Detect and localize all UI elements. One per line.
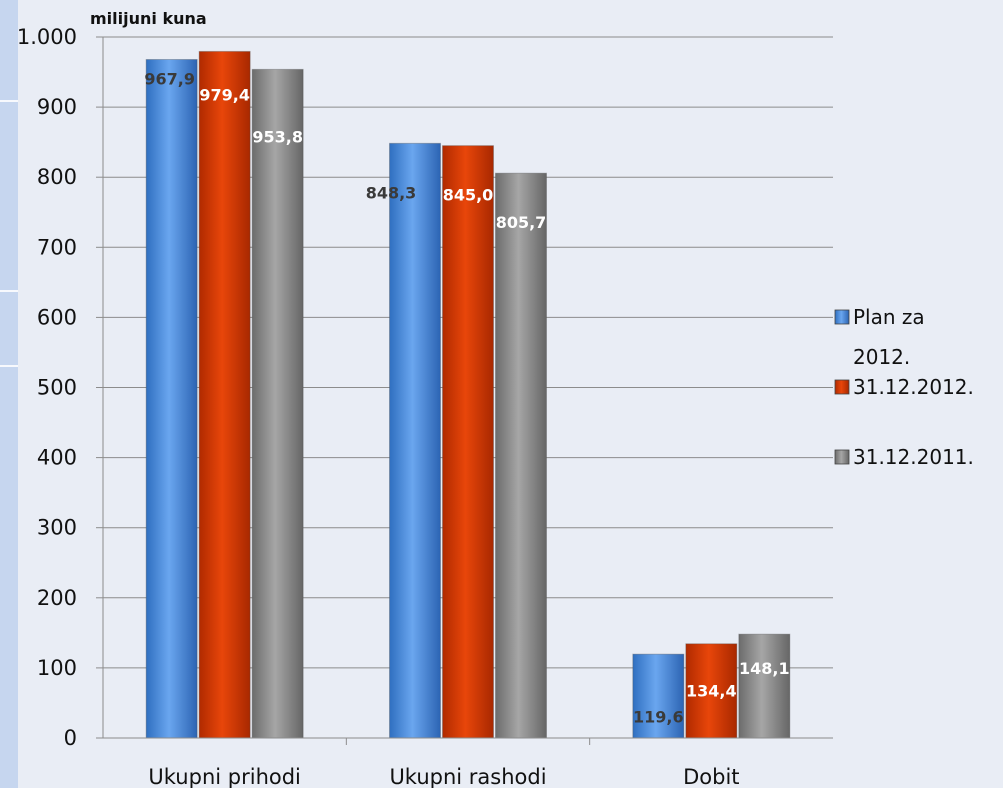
legend-label: 2012. <box>853 345 910 369</box>
strip-divider <box>0 365 18 367</box>
y-tick-label: 500 <box>37 376 77 400</box>
y-tick-label: 300 <box>37 516 77 540</box>
bar-2 <box>442 145 494 739</box>
data-label: 967,9 <box>144 70 195 89</box>
strip-divider <box>0 100 18 102</box>
y-tick-label: 400 <box>37 446 77 470</box>
data-label: 119,6 <box>633 708 684 727</box>
data-label: 805,7 <box>496 213 547 232</box>
bar-1 <box>389 142 441 739</box>
bar-1 <box>145 59 198 739</box>
legend-swatch-3 <box>834 449 850 465</box>
data-label: 148,1 <box>739 659 790 678</box>
x-tick-label: Dobit <box>683 765 739 788</box>
bar-1 <box>632 653 685 739</box>
bar-3 <box>738 633 791 739</box>
data-label: 979,4 <box>199 85 250 104</box>
bar-2 <box>198 50 251 739</box>
legend-label: 31.12.2011. <box>853 445 974 469</box>
bar-3 <box>251 68 304 739</box>
y-tick-label: 200 <box>37 586 77 610</box>
bar-3 <box>495 172 547 739</box>
y-tick-label: 900 <box>37 95 77 119</box>
data-label: 845,0 <box>443 186 494 205</box>
y-tick-label: 800 <box>37 165 77 189</box>
y-tick-label: 1.000 <box>17 25 77 49</box>
strip-divider <box>0 290 18 292</box>
legend-label: Plan za <box>853 305 925 329</box>
legend-label: 31.12.2012. <box>853 375 974 399</box>
x-tick-label: Ukupni rashodi <box>389 765 546 788</box>
data-label: 134,4 <box>686 682 737 701</box>
y-tick-label: 600 <box>37 305 77 329</box>
bar-2 <box>685 643 738 739</box>
left-accent-strip <box>0 0 18 788</box>
x-tick-label: Ukupni prihodi <box>148 765 300 788</box>
legend-swatch-1 <box>834 309 850 325</box>
y-tick-label: 0 <box>64 726 77 750</box>
y-tick-label: 700 <box>37 235 77 259</box>
data-label: 953,8 <box>252 127 303 146</box>
y-tick-label: 100 <box>37 656 77 680</box>
data-label: 848,3 <box>366 183 417 202</box>
y-axis-unit-label: milijuni kuna <box>90 9 207 28</box>
legend-swatch-2 <box>834 379 850 395</box>
